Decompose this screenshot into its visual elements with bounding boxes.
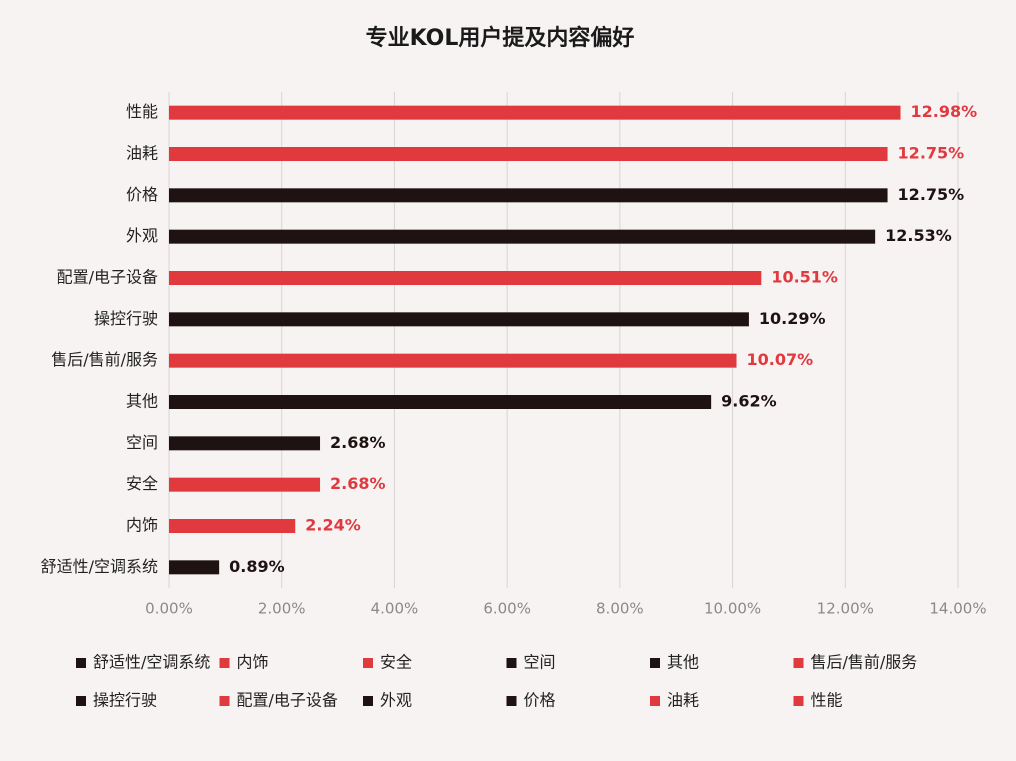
value-label: 12.53%	[885, 226, 952, 245]
legend-swatch	[219, 658, 230, 668]
legend-swatch	[363, 696, 373, 706]
y-tick-label: 空间	[126, 433, 158, 452]
legend-label: 操控行驶	[93, 691, 157, 710]
value-label: 2.68%	[330, 474, 386, 493]
bar	[169, 353, 737, 368]
value-label: 12.75%	[898, 185, 965, 204]
bar	[169, 477, 321, 492]
x-tick-label: 4.00%	[371, 600, 419, 618]
legend-label: 空间	[524, 653, 556, 672]
x-tick-label: 2.00%	[258, 600, 306, 618]
x-tick-label: 8.00%	[596, 600, 644, 618]
y-tick-label: 其他	[126, 392, 158, 411]
value-label: 10.29%	[759, 309, 826, 328]
value-label: 12.98%	[911, 102, 978, 121]
legend-swatch	[76, 696, 86, 706]
legend-label: 内饰	[237, 653, 269, 672]
x-tick-label: 12.00%	[817, 600, 874, 618]
value-label: 10.51%	[771, 268, 838, 287]
y-tick-label: 操控行驶	[94, 309, 158, 328]
legend-label: 配置/电子设备	[237, 691, 338, 710]
legend-swatch	[506, 696, 517, 706]
y-tick-label: 售后/售前/服务	[51, 350, 158, 369]
legend-swatch	[506, 658, 517, 668]
bar	[169, 147, 888, 161]
y-tick-label: 性能	[126, 102, 158, 121]
legend-label: 舒适性/空调系统	[93, 653, 210, 672]
legend-label: 外观	[380, 691, 412, 710]
legend-swatch	[219, 696, 230, 706]
legend-label: 价格	[524, 691, 556, 710]
bar	[169, 395, 712, 409]
legend-label: 油耗	[667, 691, 699, 710]
value-label: 0.89%	[229, 557, 285, 576]
y-tick-label: 油耗	[126, 144, 158, 163]
legend-label: 安全	[380, 653, 412, 672]
x-tick-label: 14.00%	[929, 600, 986, 618]
x-tick-label: 0.00%	[145, 600, 193, 618]
bar	[169, 312, 749, 327]
value-label: 12.75%	[898, 144, 965, 163]
chart-title: 专业KOL用户提及内容偏好	[366, 25, 635, 51]
y-tick-label: 舒适性/空调系统	[41, 557, 158, 576]
bar	[169, 271, 762, 285]
y-tick-label: 配置/电子设备	[57, 268, 158, 287]
legend-label: 性能	[811, 691, 843, 710]
y-tick-label: 价格	[126, 185, 158, 204]
legend-swatch	[363, 658, 373, 668]
y-tick-label: 安全	[126, 474, 158, 493]
y-tick-label: 外观	[126, 226, 158, 245]
legend-swatch	[650, 658, 660, 668]
legend-label: 售后/售前/服务	[811, 653, 918, 672]
value-label: 9.62%	[721, 392, 777, 411]
value-label: 10.07%	[747, 350, 814, 369]
x-tick-label: 10.00%	[704, 600, 761, 618]
y-tick-label: 内饰	[126, 516, 158, 535]
bar	[169, 436, 321, 451]
x-tick-label: 6.00%	[483, 600, 531, 618]
bar	[169, 105, 901, 120]
bar	[169, 519, 296, 533]
legend-swatch	[793, 696, 804, 706]
bar	[169, 560, 220, 575]
legend-swatch	[650, 696, 660, 706]
legend-swatch	[793, 658, 804, 668]
bar	[169, 229, 876, 244]
legend-label: 其他	[667, 653, 699, 672]
bar	[169, 188, 888, 203]
value-label: 2.68%	[330, 433, 386, 452]
value-label: 2.24%	[305, 516, 361, 535]
legend-swatch	[76, 658, 86, 668]
